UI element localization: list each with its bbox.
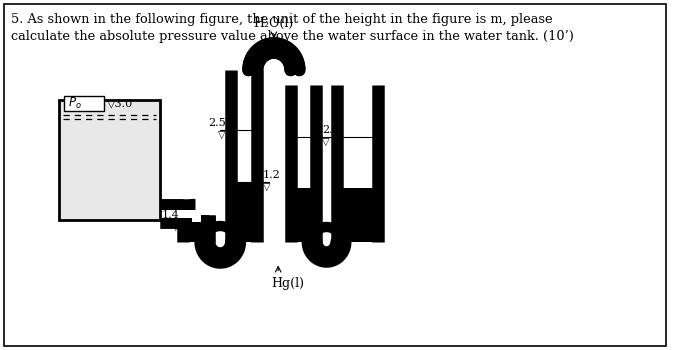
Polygon shape — [308, 223, 345, 242]
Bar — [337, 188, 345, 242]
Bar — [300, 188, 308, 242]
Text: ▽: ▽ — [322, 138, 330, 147]
Bar — [192, 215, 201, 242]
Bar — [308, 188, 316, 242]
Bar — [201, 215, 209, 242]
Bar — [240, 182, 248, 242]
Bar — [64, 96, 104, 111]
Bar — [345, 188, 369, 242]
Bar — [248, 182, 257, 242]
Bar — [183, 215, 192, 242]
Bar — [300, 137, 308, 188]
Text: 1.2: 1.2 — [263, 170, 281, 180]
Bar — [290, 188, 300, 242]
Bar — [160, 210, 201, 217]
Polygon shape — [201, 222, 240, 242]
Text: 5. As shown in the following figure, the unit of the height in the figure is m, : 5. As shown in the following figure, the… — [11, 13, 553, 26]
Bar — [240, 130, 248, 182]
Bar — [192, 215, 201, 222]
Bar — [369, 188, 378, 242]
Bar — [231, 182, 240, 242]
Text: 2.3: 2.3 — [322, 125, 340, 135]
Bar — [345, 137, 369, 188]
Text: $P_o$: $P_o$ — [68, 96, 82, 111]
Text: 2.5: 2.5 — [208, 118, 225, 128]
Text: ▽: ▽ — [263, 183, 270, 192]
Text: ▽3.0: ▽3.0 — [107, 98, 134, 108]
Text: ▽: ▽ — [218, 131, 225, 140]
Text: ▽: ▽ — [172, 223, 180, 232]
Text: 1.4: 1.4 — [162, 210, 180, 220]
Bar — [60, 100, 160, 220]
Text: Hg(l): Hg(l) — [272, 276, 304, 289]
Text: calculate the absolute pressure value above the water surface in the water tank.: calculate the absolute pressure value ab… — [11, 30, 575, 43]
Polygon shape — [248, 43, 300, 70]
Text: H₂O(l): H₂O(l) — [254, 16, 294, 29]
